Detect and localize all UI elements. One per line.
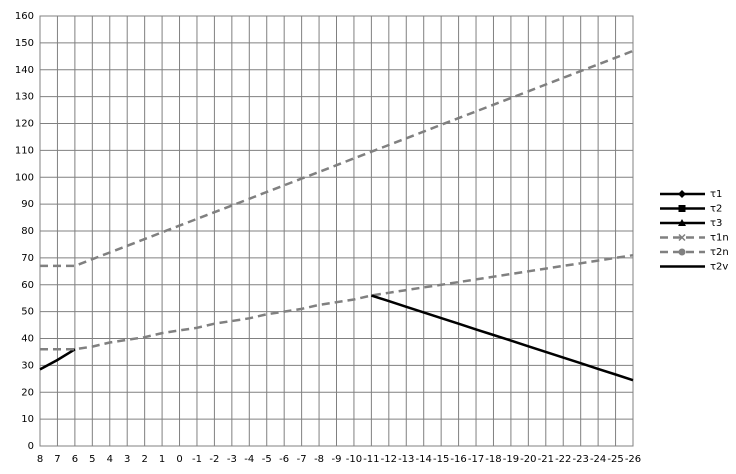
x-tick-label: 4	[107, 454, 113, 465]
series-line	[40, 253, 634, 351]
legend-label: τ1n	[710, 233, 729, 244]
x-tick-label: -9	[332, 454, 342, 465]
y-tick-label: 60	[21, 280, 34, 291]
legend-marker	[678, 233, 686, 242]
x-tick-label: -12	[381, 454, 397, 465]
x-tick-label: -22	[555, 454, 571, 465]
y-tick-label: 70	[21, 253, 34, 264]
x-tick-label: -2	[209, 454, 219, 465]
legend-marker	[678, 190, 686, 198]
legend-label: τ3	[710, 218, 722, 229]
y-tick-label: 160	[15, 11, 34, 22]
x-tick-label: -26	[625, 454, 641, 465]
y-tick-label: 110	[15, 145, 34, 156]
x-tick-label: 0	[176, 454, 182, 465]
y-tick-label: 30	[21, 360, 34, 371]
y-tick-label: 20	[21, 387, 34, 398]
x-tick-label: -1	[192, 454, 202, 465]
x-tick-label: -19	[503, 454, 519, 465]
legend-label: τ2	[710, 204, 722, 215]
legend-label: τ1	[710, 189, 722, 200]
x-tick-label: -5	[262, 454, 272, 465]
y-tick-label: 40	[21, 334, 34, 345]
x-tick-label: -21	[538, 454, 554, 465]
x-tick-label: -15	[433, 454, 449, 465]
y-tick-label: 130	[15, 92, 34, 103]
y-tick-label: 150	[15, 38, 34, 49]
y-tick-label: 80	[21, 226, 34, 237]
y-tick-label: 90	[21, 199, 34, 210]
x-tick-label: -13	[398, 454, 414, 465]
x-tick-label: 5	[89, 454, 95, 465]
x-tick-label: -25	[607, 454, 623, 465]
legend-label: τ2n	[710, 247, 729, 258]
series-line	[40, 49, 634, 268]
x-tick-label: 6	[72, 454, 78, 465]
x-tick-label: 7	[54, 454, 60, 465]
x-tick-label: -16	[450, 454, 466, 465]
legend-marker	[678, 205, 686, 212]
x-tick-label: 3	[124, 454, 130, 465]
x-tick-label: 1	[159, 454, 165, 465]
x-tick-label: -8	[314, 454, 324, 465]
x-tick-label: -24	[590, 454, 606, 465]
y-tick-label: 0	[28, 441, 34, 452]
x-tick-label: 2	[141, 454, 147, 465]
y-tick-label: 100	[15, 172, 34, 183]
x-tick-label: -7	[297, 454, 307, 465]
x-tick-label: -18	[485, 454, 501, 465]
x-tick-label: -20	[520, 454, 536, 465]
y-tick-label: 140	[15, 65, 34, 76]
x-tick-label: -14	[416, 454, 432, 465]
legend-label: τ2v	[710, 262, 728, 273]
x-tick-label: -11	[363, 454, 379, 465]
legend-marker	[678, 219, 686, 226]
x-tick-label: -4	[244, 454, 254, 465]
x-tick-label: -6	[279, 454, 289, 465]
series-line	[371, 294, 634, 382]
x-tick-label: -3	[227, 454, 237, 465]
x-tick-label: -10	[346, 454, 362, 465]
x-tick-label: -23	[573, 454, 589, 465]
y-tick-label: 10	[21, 414, 34, 425]
series-line	[39, 348, 76, 371]
y-tick-label: 120	[15, 119, 34, 130]
x-tick-label: -17	[468, 454, 484, 465]
legend-marker	[678, 248, 686, 256]
y-tick-label: 50	[21, 307, 34, 318]
x-tick-label: 8	[37, 454, 43, 465]
